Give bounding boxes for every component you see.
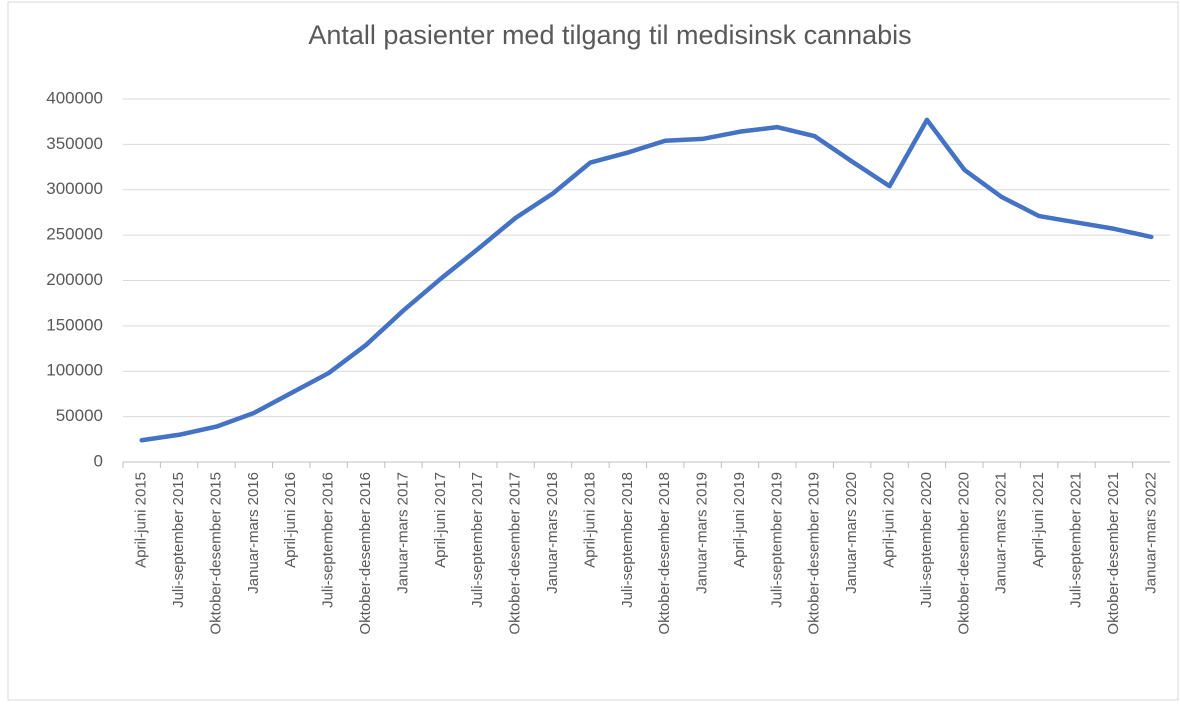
x-tick-label: Januar-mars 2017 [394, 472, 411, 594]
x-tick-label: April-juni 2019 [731, 472, 748, 568]
x-tick-label: Juli-september 2019 [768, 472, 785, 608]
y-tick-label: 350000 [46, 134, 103, 153]
line-series [139, 117, 1154, 443]
chart-title: Antall pasienter med tilgang til medisin… [308, 20, 911, 50]
x-tick-label: Juli-september 2020 [918, 472, 935, 608]
x-tick-label: Juli-september 2015 [170, 472, 187, 608]
x-tick-label: Juli-september 2017 [469, 472, 486, 608]
y-tick-label: 400000 [46, 88, 103, 107]
x-tick-label: April-juni 2020 [881, 472, 898, 568]
y-tick-label: 100000 [46, 361, 103, 380]
y-tick-label: 200000 [46, 270, 103, 289]
x-tick-label: Juli-september 2018 [619, 472, 636, 608]
x-tick-label: Januar-mars 2018 [544, 472, 561, 594]
x-tick-label: Januar-mars 2016 [245, 472, 262, 594]
y-tick-label: 0 [94, 451, 103, 470]
y-tick-label: 50000 [56, 406, 103, 425]
x-tick-label: Januar-mars 2020 [843, 472, 860, 594]
x-tick-label: April-juni 2017 [432, 472, 449, 568]
x-tick-label: Oktober-desember 2019 [806, 472, 823, 635]
x-tick-label: Oktober-desember 2020 [955, 472, 972, 635]
x-tick-label: Oktober-desember 2015 [207, 472, 224, 635]
y-tick-label: 150000 [46, 315, 103, 334]
y-tick-label: 250000 [46, 225, 103, 244]
x-tick-label: April-juni 2015 [133, 472, 150, 568]
x-tick-label: Oktober-desember 2021 [1105, 472, 1122, 635]
x-tick-label: April-juni 2018 [581, 472, 598, 568]
chart-frame [7, 1, 1179, 701]
x-tick-label: Oktober-desember 2016 [357, 472, 374, 635]
x-tick-label: Juli-september 2021 [1067, 472, 1084, 608]
x-tick-label: April-juni 2021 [1030, 472, 1047, 568]
x-tick-label: Januar-mars 2021 [993, 472, 1010, 594]
x-tick-label: Oktober-desember 2017 [507, 472, 524, 635]
x-tick-label: Januar-mars 2019 [694, 472, 711, 594]
x-tick-label: Januar-mars 2022 [1142, 472, 1159, 594]
x-tick-label: April-juni 2016 [282, 472, 299, 568]
x-tick-label: Oktober-desember 2018 [656, 472, 673, 635]
x-tick-label: Juli-september 2016 [320, 472, 337, 608]
y-tick-label: 300000 [46, 179, 103, 198]
